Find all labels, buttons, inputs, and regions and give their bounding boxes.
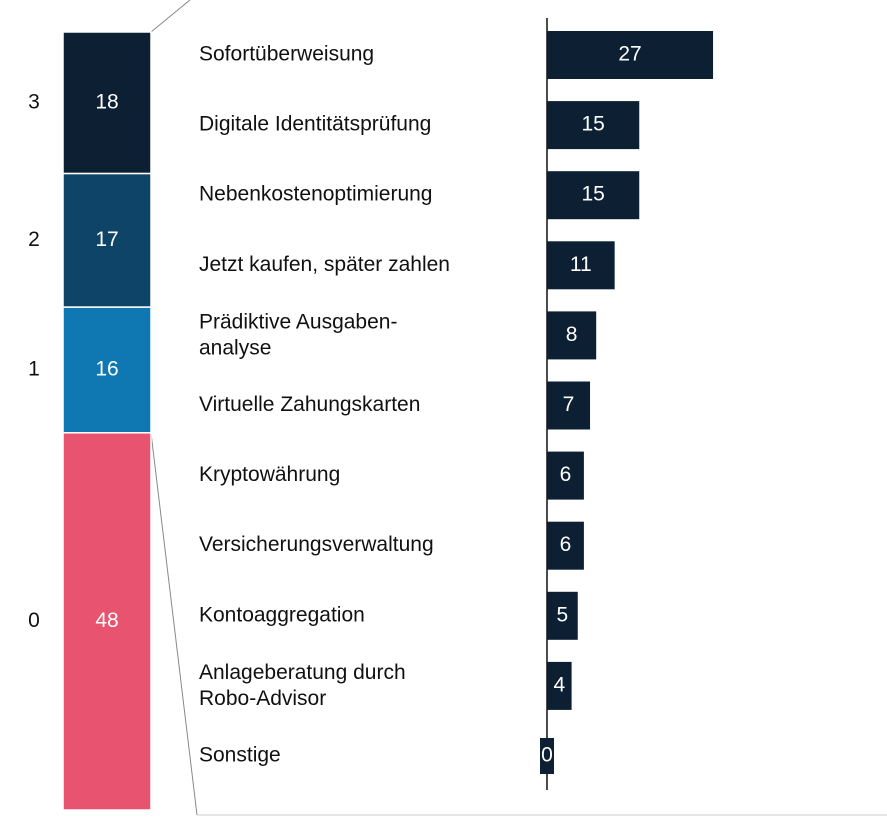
segment-value-label: 48	[95, 609, 118, 632]
bar	[547, 451, 584, 500]
value-label: 0	[541, 744, 553, 767]
value-label: 5	[557, 603, 569, 626]
category-label: Sonstige	[199, 744, 281, 767]
category-label: Jetzt kaufen, später zahlen	[199, 253, 450, 276]
value-label: 6	[560, 463, 572, 486]
connector-line	[150, 0, 191, 33]
segment-value-label: 16	[95, 357, 118, 380]
value-label: 4	[553, 673, 565, 696]
bar	[547, 381, 591, 430]
bar	[547, 521, 584, 570]
category-label: Anlageberatung durch Robo-Advisor	[199, 660, 406, 709]
category-label: Digitale Identitätsprüfung	[199, 113, 431, 136]
category-label: Nebenkostenoptimierung	[199, 183, 432, 206]
category-label: Kontoaggregation	[199, 603, 365, 626]
value-label: 15	[581, 183, 604, 206]
bar	[547, 171, 640, 220]
segment-category-label: 0	[28, 609, 40, 632]
bar	[547, 31, 714, 79]
value-label: 6	[560, 533, 572, 556]
value-label-bg	[540, 738, 554, 774]
value-label: 7	[563, 393, 575, 416]
segment-category-label: 1	[28, 357, 40, 380]
connector-line	[150, 432, 198, 816]
category-label: Sofortüberweisung	[199, 43, 374, 66]
value-label: 15	[581, 113, 604, 136]
bar	[547, 241, 615, 290]
category-label: Versicherungsverwaltung	[199, 533, 434, 556]
bar	[547, 661, 572, 710]
value-label: 8	[566, 323, 578, 346]
bar	[547, 591, 578, 640]
category-label: Prädiktive Ausgaben-analyse	[199, 310, 397, 359]
bar	[547, 311, 597, 360]
value-label: 11	[570, 253, 592, 276]
stack-segment	[62, 31, 152, 175]
segment-value-label: 18	[95, 90, 118, 113]
segment-category-label: 3	[28, 90, 40, 113]
stack-segment	[62, 172, 152, 308]
category-label: Virtuelle Zahungskarten	[199, 393, 420, 416]
category-label: Kryptowährung	[199, 463, 340, 486]
bar	[547, 101, 640, 150]
segment-value-label: 17	[95, 228, 118, 251]
stack-segment	[62, 432, 152, 811]
value-label: 27	[618, 43, 641, 66]
segment-category-label: 2	[28, 228, 40, 251]
